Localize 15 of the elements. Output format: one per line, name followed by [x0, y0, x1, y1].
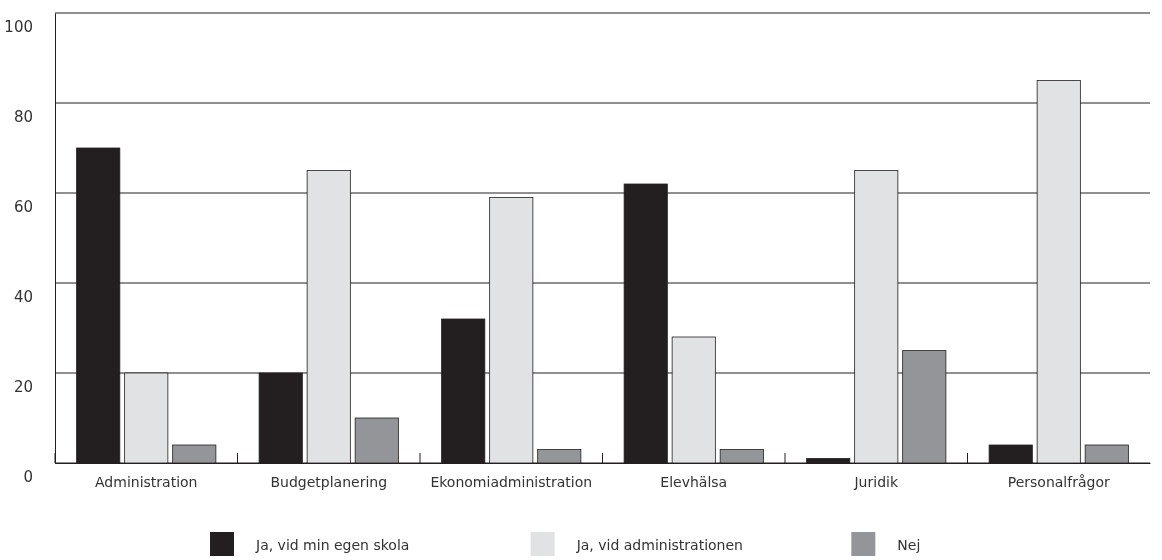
y-tick-label: 60 [13, 197, 33, 216]
x-tick-label: Administration [95, 473, 198, 490]
legend-label: Ja, vid min egen skola [255, 537, 410, 553]
y-tick-label: 40 [13, 287, 33, 306]
legend-label: Nej [897, 537, 921, 553]
x-tick-label: Juridik [853, 473, 899, 490]
x-tick-label: Ekonomiadministration [430, 473, 593, 490]
x-tick-label: Personalfrågor [1007, 473, 1110, 490]
x-tick-label: Elevhälsa [660, 473, 728, 490]
x-tick-label: Budgetplanering [270, 473, 388, 490]
legend-label: Ja, vid administrationen [575, 537, 743, 553]
y-tick-label: 100 [4, 17, 33, 36]
y-tick-label: 20 [13, 377, 33, 396]
y-tick-label: 80 [13, 107, 33, 126]
y-tick-label: 0 [23, 467, 33, 486]
